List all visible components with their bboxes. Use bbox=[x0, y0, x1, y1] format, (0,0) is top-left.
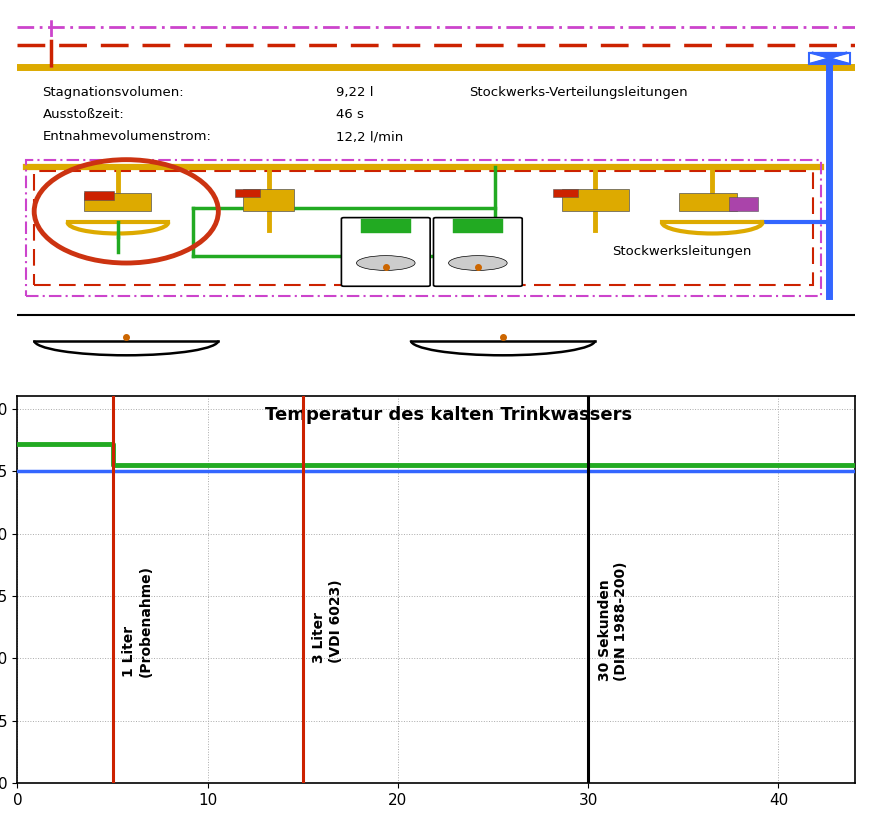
Bar bbox=[678, 193, 738, 212]
Bar bbox=[34, 171, 813, 285]
Bar bbox=[235, 189, 260, 197]
Bar bbox=[85, 193, 152, 212]
Text: 1 Liter
(Probenahme): 1 Liter (Probenahme) bbox=[122, 565, 153, 677]
Polygon shape bbox=[808, 58, 850, 63]
Text: 9,22 l: 9,22 l bbox=[336, 86, 373, 99]
Ellipse shape bbox=[357, 256, 415, 271]
Text: Entnahmevolumenstrom:: Entnahmevolumenstrom: bbox=[43, 130, 211, 143]
Text: 30 Sekunden
(DIN 1988-200): 30 Sekunden (DIN 1988-200) bbox=[597, 561, 628, 681]
FancyBboxPatch shape bbox=[433, 217, 522, 287]
Polygon shape bbox=[808, 52, 850, 58]
Bar bbox=[562, 189, 629, 212]
Text: 12,2 l/min: 12,2 l/min bbox=[336, 130, 403, 143]
Text: Stagnationsvolumen:: Stagnationsvolumen: bbox=[43, 86, 184, 99]
Bar bbox=[453, 219, 503, 233]
Bar bbox=[26, 160, 821, 297]
Text: Temperatur des kalten Trinkwassers: Temperatur des kalten Trinkwassers bbox=[265, 407, 632, 424]
Text: Ausstoßzeit:: Ausstoßzeit: bbox=[43, 108, 125, 121]
Text: 3 Liter
(VDI 6023): 3 Liter (VDI 6023) bbox=[312, 579, 343, 663]
Ellipse shape bbox=[448, 256, 508, 271]
Bar bbox=[361, 219, 411, 233]
Bar bbox=[85, 191, 113, 200]
Bar bbox=[243, 189, 294, 212]
Text: Stockwerksleitungen: Stockwerksleitungen bbox=[612, 246, 751, 258]
Text: Stockwerks-Verteilungsleitungen: Stockwerks-Verteilungsleitungen bbox=[469, 86, 688, 99]
Text: 46 s: 46 s bbox=[336, 108, 364, 121]
Bar bbox=[553, 189, 578, 197]
FancyBboxPatch shape bbox=[342, 217, 430, 287]
Bar bbox=[808, 52, 850, 63]
Bar bbox=[729, 197, 759, 212]
